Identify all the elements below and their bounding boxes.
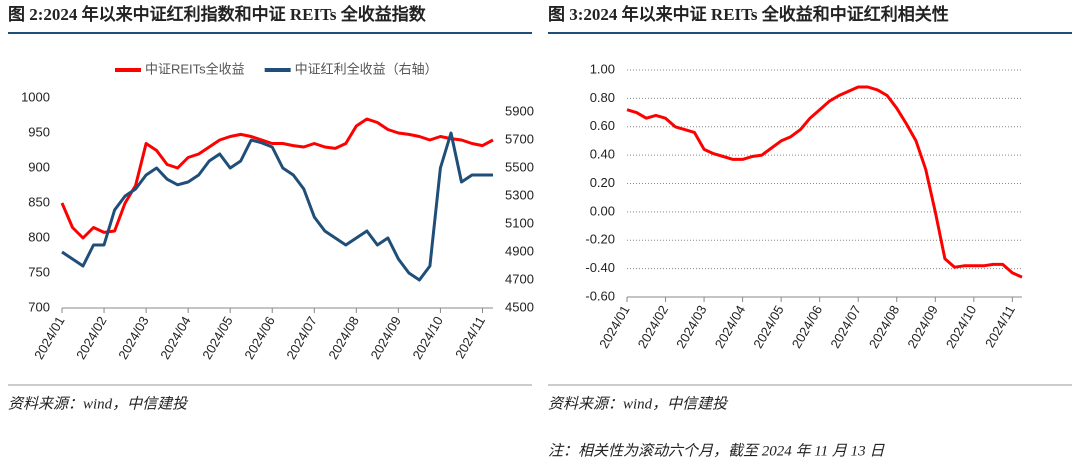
y-tick-label: 0.20: [590, 175, 615, 190]
legend-label: 中证REITs全收益: [145, 61, 245, 76]
x-tick-label: 2024/02: [73, 314, 109, 362]
data-line: [60, 117, 494, 240]
y2-tick-label: 4500: [505, 299, 534, 314]
y-tick-label: 0.40: [590, 147, 615, 162]
y2-tick-label: 5500: [505, 159, 534, 174]
y-tick-label: 700: [28, 299, 50, 314]
y-tick-label: 900: [28, 159, 50, 174]
y2-tick-label: 5300: [505, 187, 534, 202]
chart-title: 图 3:2024 年以来中证 REITs 全收益和中证红利相关性: [548, 4, 949, 24]
y2-tick-label: 5100: [505, 215, 534, 230]
x-tick-label: 2024/08: [866, 303, 902, 351]
x-tick-label: 2024/05: [199, 314, 235, 362]
x-tick-label: 2024/09: [904, 303, 940, 351]
data-line: [626, 85, 1023, 279]
x-tick-label: 2024/10: [410, 314, 446, 362]
x-tick-label: 2024/01: [596, 303, 632, 351]
note: 注：相关性为滚动六个月，截至 2024 年 11 月 13 日: [548, 442, 885, 459]
source: 资料来源：wind，中信建投: [548, 395, 729, 412]
y-tick-label: 1.00: [590, 61, 615, 76]
x-tick-label: 2024/04: [157, 314, 193, 362]
x-tick-label: 2024/03: [673, 303, 709, 351]
y2-tick-label: 5700: [505, 131, 534, 146]
x-tick-label: 2024/08: [325, 314, 361, 362]
y-tick-label: 750: [28, 264, 50, 279]
x-tick-label: 2024/05: [750, 303, 786, 351]
x-tick-label: 2024/03: [115, 314, 151, 362]
y-tick-label: 850: [28, 194, 50, 209]
y2-tick-label: 4700: [505, 271, 534, 286]
x-tick-label: 2024/07: [827, 303, 863, 351]
y-tick-label: 1000: [21, 89, 50, 104]
y2-tick-label: 5900: [505, 103, 534, 118]
y-tick-label: 0.60: [590, 118, 615, 133]
x-tick-label: 2024/11: [982, 303, 1018, 350]
x-tick-label: 2024/01: [31, 314, 67, 362]
x-tick-label: 2024/07: [283, 314, 319, 362]
y-tick-label: -0.60: [585, 288, 615, 303]
y-tick-label: 800: [28, 229, 50, 244]
chart-title: 图 2:2024 年以来中证红利指数和中证 REITs 全收益指数: [8, 4, 427, 24]
y-tick-label: 0.80: [590, 90, 615, 105]
x-tick-label: 2024/10: [943, 303, 979, 351]
data-line: [61, 131, 493, 282]
x-tick-label: 2024/06: [241, 314, 277, 362]
y-tick-label: -0.20: [585, 232, 615, 247]
y-tick-label: -0.40: [585, 260, 615, 275]
source: 资料来源：wind，中信建投: [8, 395, 189, 412]
x-tick-label: 2024/06: [789, 303, 825, 351]
y2-tick-label: 4900: [505, 243, 534, 258]
x-tick-label: 2024/04: [712, 303, 748, 351]
x-tick-label: 2024/02: [635, 303, 671, 351]
x-tick-label: 2024/11: [452, 314, 488, 361]
y-tick-label: 0.00: [590, 203, 615, 218]
legend-label: 中证红利全收益（右轴）: [295, 61, 438, 76]
y-tick-label: 950: [28, 124, 50, 139]
x-tick-label: 2024/09: [367, 314, 403, 362]
